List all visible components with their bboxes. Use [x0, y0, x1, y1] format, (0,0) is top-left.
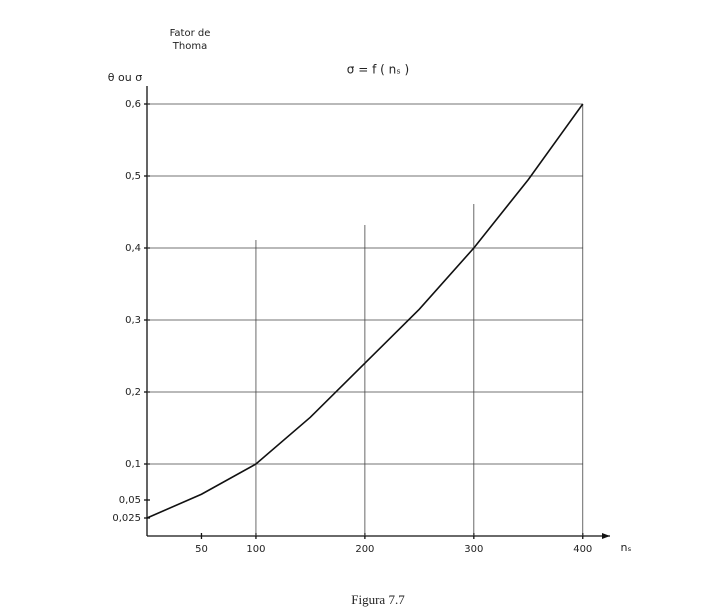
y-axis-label: θ ou σ [108, 71, 142, 84]
series-line [146, 103, 584, 519]
y-tick-label: 0,3 [125, 315, 141, 326]
y-tick-label: 0,05 [119, 495, 141, 506]
x-tick-label: 300 [464, 544, 483, 555]
y-tick-label: 0,2 [125, 387, 141, 398]
x-tick-label: 200 [355, 544, 374, 555]
x-tick-label: 400 [573, 544, 592, 555]
y-tick-label: 0,4 [125, 243, 141, 254]
x-axis-label: nₛ [620, 541, 631, 554]
x-tick-label: 100 [246, 544, 265, 555]
y-note-2: Thoma [172, 41, 207, 52]
caption: Figura 7.7 [351, 592, 405, 607]
y-tick-label: 0,1 [125, 459, 141, 470]
y-tick-label: 0,6 [125, 99, 141, 110]
y-tick-label: 0,5 [125, 171, 141, 182]
y-note-1: Fator de [170, 28, 211, 39]
chart-title: σ = f ( nₛ ) [347, 63, 409, 77]
x-tick-label: 50 [195, 544, 208, 555]
y-tick-label: 0,025 [112, 513, 141, 524]
x-arrow [602, 533, 610, 539]
